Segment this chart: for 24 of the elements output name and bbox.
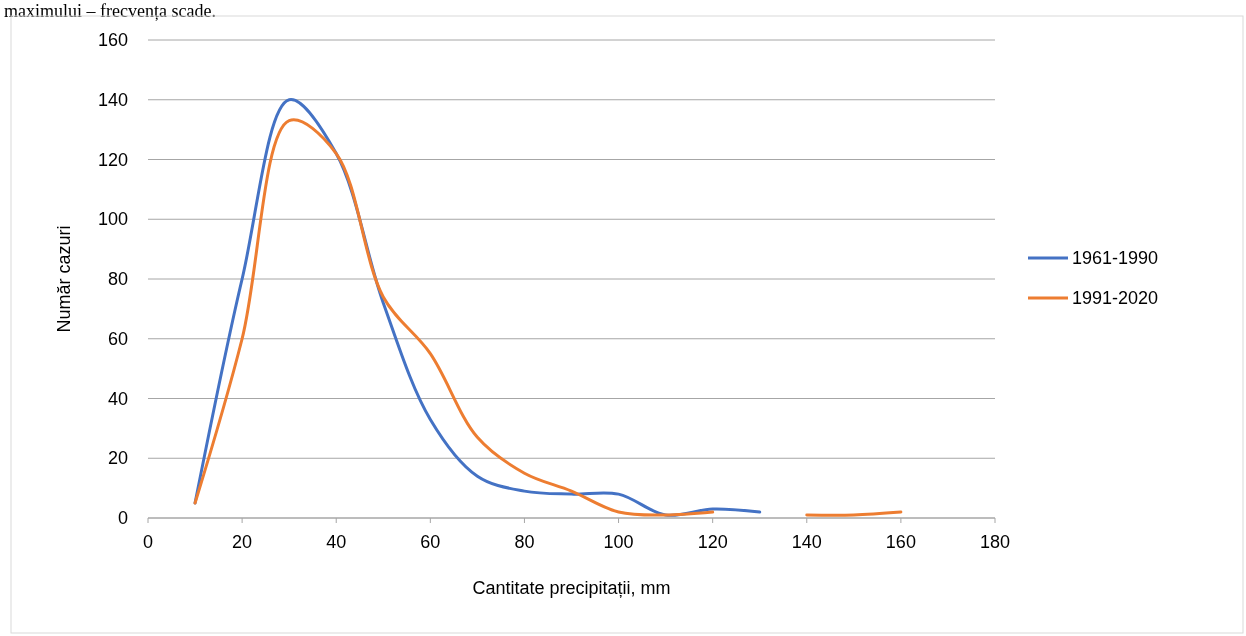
x-tick-label: 160	[885, 532, 916, 552]
y-axis-title: Număr cazuri	[54, 225, 74, 333]
x-tick-label: 60	[420, 532, 441, 552]
x-tick-label: 0	[142, 532, 154, 552]
y-tick-label: 80	[107, 269, 128, 289]
x-tick-label: 120	[697, 532, 728, 552]
x-tick-label: 20	[232, 532, 253, 552]
y-tick-label: 40	[107, 388, 128, 409]
x-tick-label: 140	[791, 532, 822, 552]
x-tick-label: 40	[326, 532, 347, 552]
y-tick-label: 60	[107, 328, 128, 349]
text: maximului – frecvența scade.	[4, 1, 216, 21]
y-tick-label: 0	[117, 508, 128, 528]
x-axis-title: Cantitate precipitații, mm	[472, 578, 671, 598]
y-tick-label: 20	[107, 448, 128, 469]
legend-label: 1961-1990	[1072, 248, 1159, 268]
y-tick-label: 120	[97, 149, 128, 170]
x-tick-label: 80	[514, 532, 535, 552]
x-tick-label: 180	[979, 532, 1011, 552]
y-tick-label: 160	[97, 30, 128, 50]
legend-label: 1991-2020	[1072, 288, 1159, 308]
x-tick-label: 100	[603, 532, 634, 552]
y-tick-label: 140	[97, 89, 128, 110]
y-tick-label: 100	[97, 209, 128, 230]
